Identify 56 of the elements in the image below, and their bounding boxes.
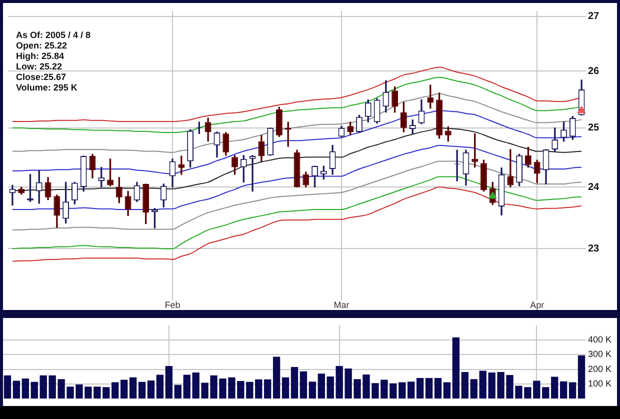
y-tick-label: 27 bbox=[588, 11, 600, 22]
x-tick-label: Apr bbox=[530, 300, 544, 310]
annotation: Open: 25.22 bbox=[16, 40, 68, 50]
bar bbox=[425, 378, 433, 399]
y-tick-label: 100 K bbox=[588, 378, 612, 388]
bar bbox=[112, 382, 119, 399]
bar bbox=[470, 379, 478, 399]
y-tick-label: 400 K bbox=[588, 334, 612, 345]
y-tick-label: 23 bbox=[588, 243, 600, 254]
bar bbox=[138, 382, 146, 399]
x-tick-label: Mar bbox=[334, 300, 350, 310]
bar bbox=[568, 382, 576, 399]
bar bbox=[174, 384, 182, 399]
bar bbox=[290, 366, 298, 399]
annotation: Volume: 295 K bbox=[16, 82, 78, 92]
line-series bbox=[12, 176, 582, 250]
bar bbox=[578, 355, 586, 399]
bar bbox=[282, 377, 290, 399]
bar bbox=[272, 356, 280, 399]
bar bbox=[165, 366, 173, 399]
bar bbox=[452, 337, 460, 399]
x-tick-label: Feb bbox=[164, 300, 180, 310]
bar bbox=[326, 376, 334, 399]
bar bbox=[4, 375, 12, 399]
annotation: Close:25.67 bbox=[16, 72, 66, 82]
bar bbox=[255, 379, 262, 399]
bar bbox=[461, 372, 469, 399]
y-tick-label: 24 bbox=[588, 182, 600, 193]
bar bbox=[434, 378, 442, 399]
bar bbox=[416, 378, 424, 399]
candlestick bbox=[249, 155, 256, 192]
bar bbox=[120, 380, 128, 399]
bar bbox=[560, 381, 568, 399]
bar bbox=[398, 382, 406, 399]
bar bbox=[12, 380, 20, 399]
y-tick-label: 200 K bbox=[588, 364, 612, 374]
bar bbox=[22, 378, 30, 399]
bar bbox=[300, 371, 308, 399]
y-tick-label: 25 bbox=[588, 122, 600, 134]
bar bbox=[318, 374, 325, 399]
candlestick bbox=[9, 184, 16, 206]
bar bbox=[551, 376, 558, 399]
bar bbox=[264, 379, 272, 399]
bar bbox=[30, 382, 38, 399]
bar bbox=[408, 382, 415, 399]
annotation: Low: 25.22 bbox=[16, 61, 62, 72]
bar bbox=[183, 374, 190, 399]
bar bbox=[443, 382, 451, 399]
annotation: High: 25.84 bbox=[16, 50, 64, 61]
bar bbox=[129, 377, 137, 399]
y-tick-label: 26 bbox=[588, 66, 600, 77]
bar bbox=[308, 382, 316, 399]
annotation: As Of: 2005 / 4 / 8 bbox=[16, 30, 91, 40]
bar bbox=[147, 380, 155, 399]
bar bbox=[156, 374, 164, 399]
y-tick-label: 300 K bbox=[588, 349, 612, 360]
